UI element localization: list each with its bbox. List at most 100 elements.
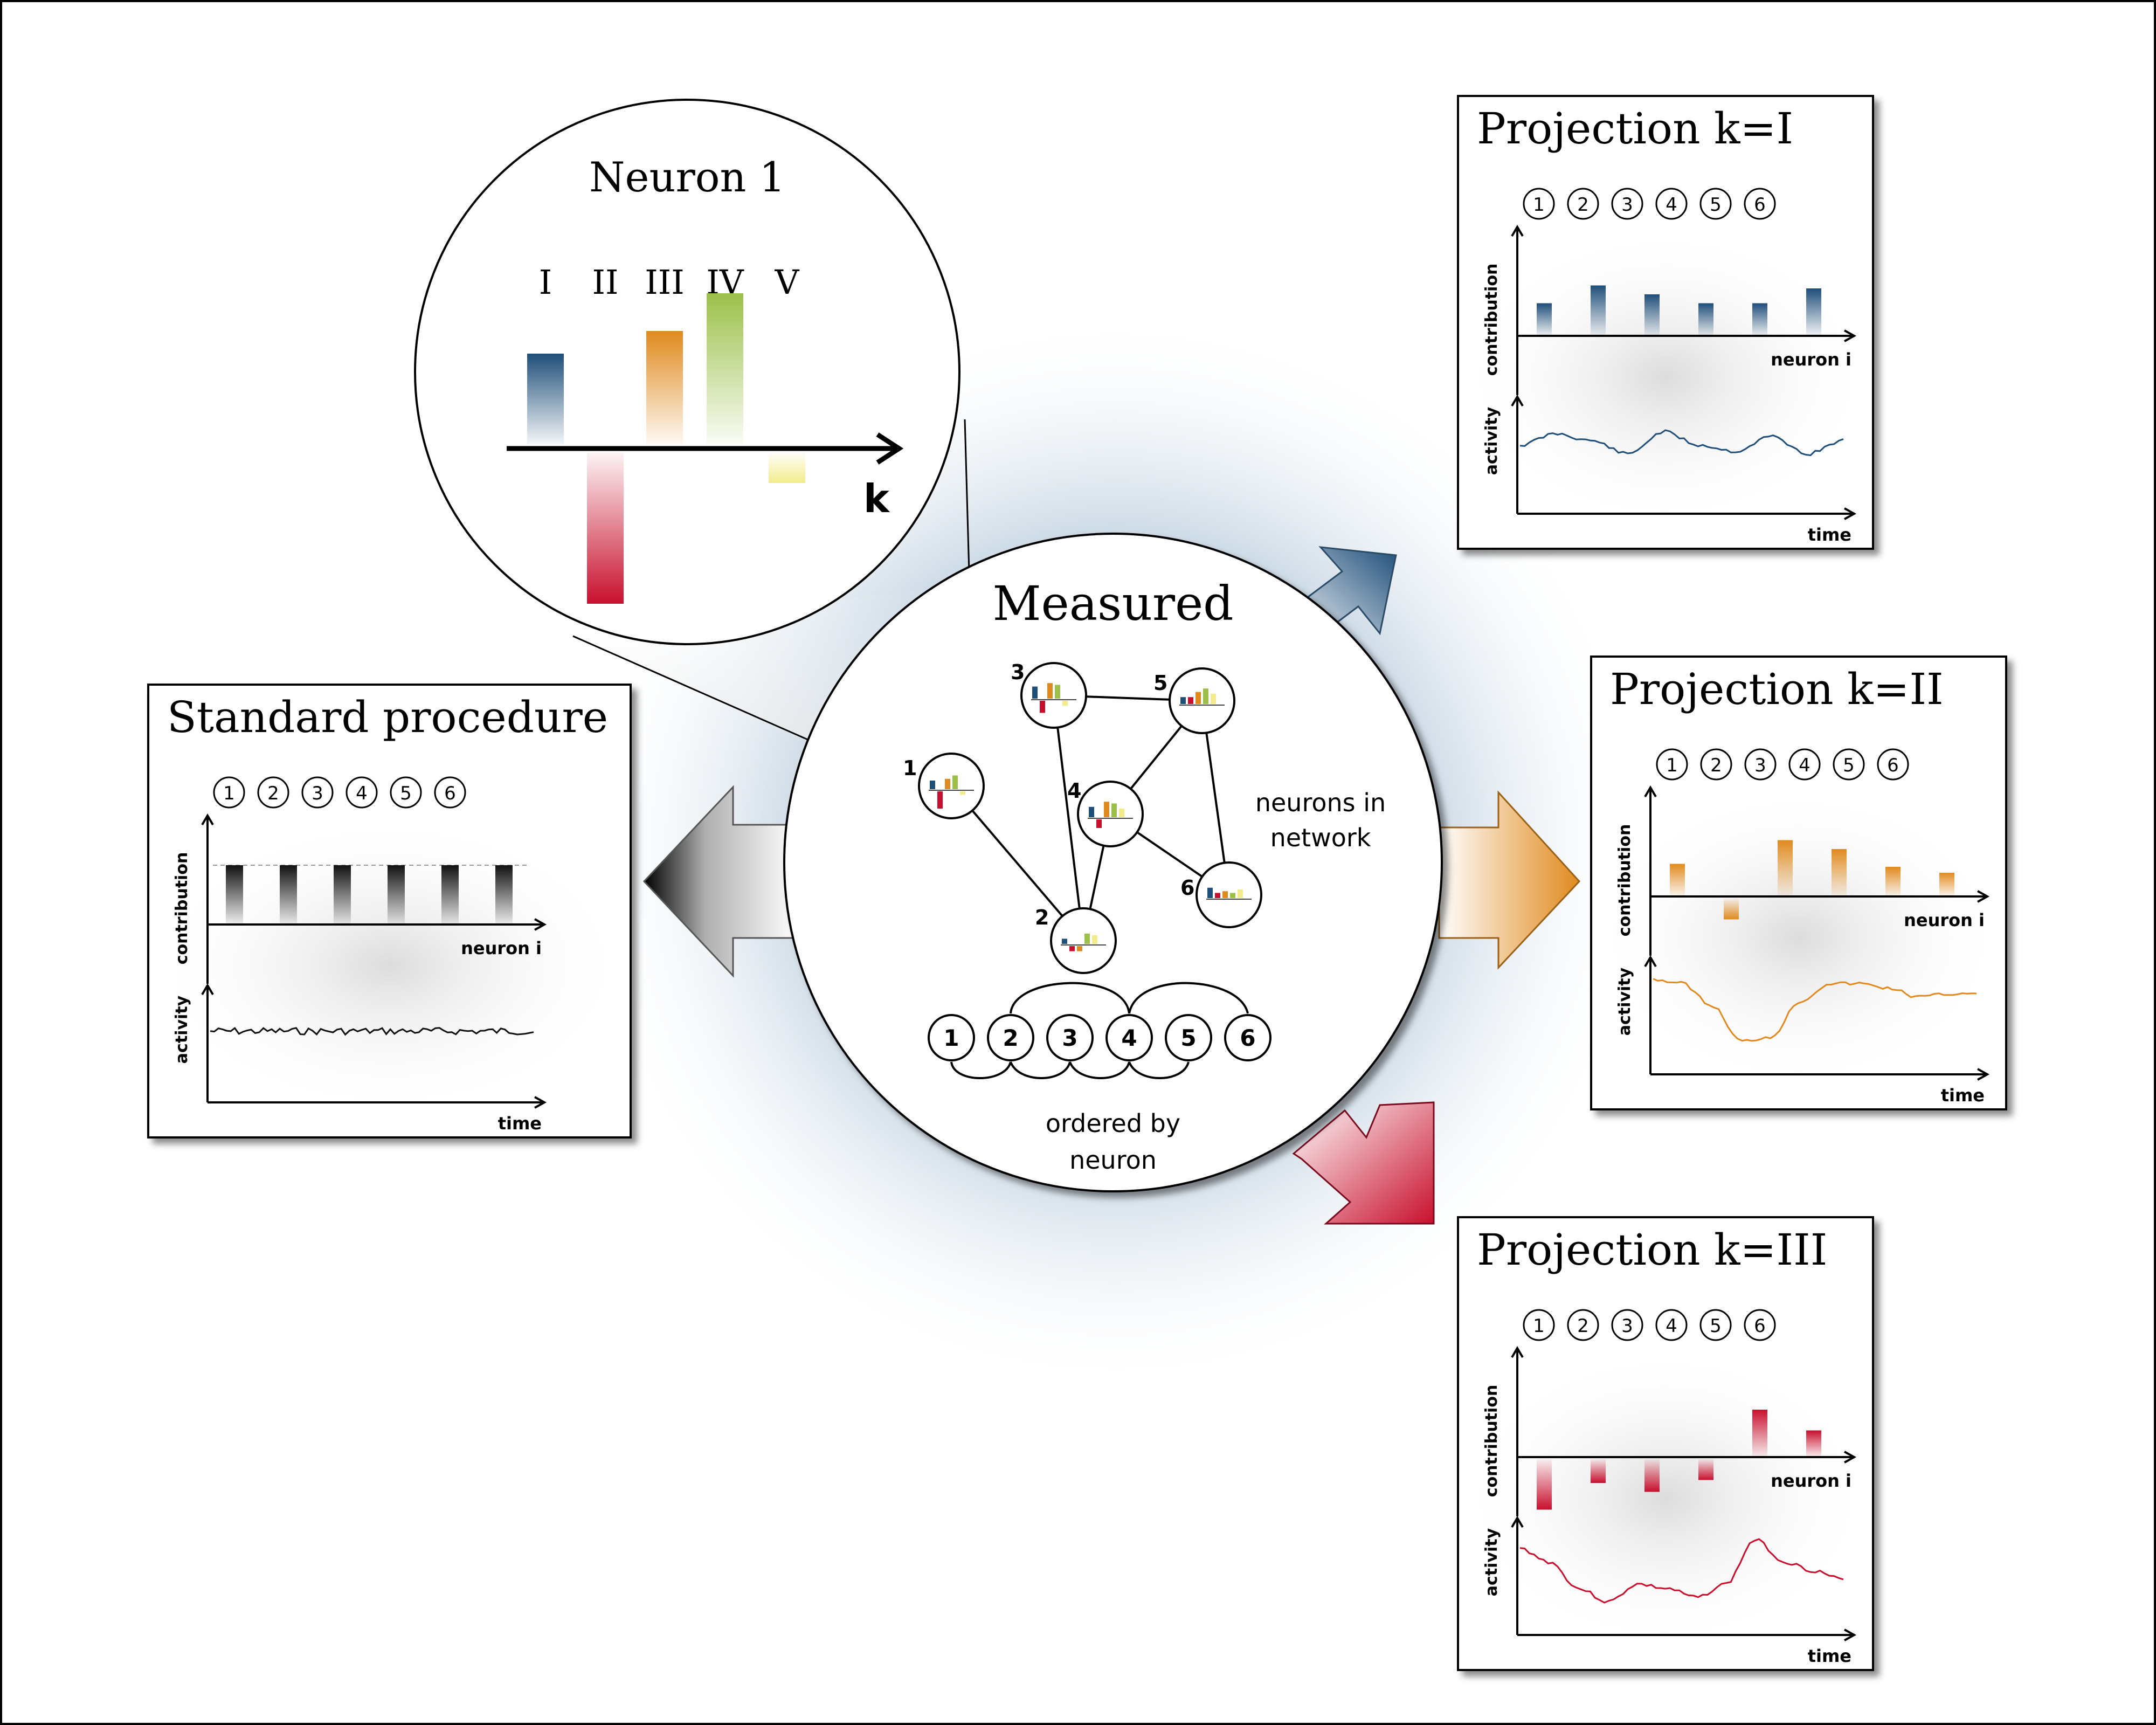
zoom-axis-arrowhead <box>876 432 904 465</box>
neuron-badge-number: 6 <box>444 783 456 804</box>
mini-bar <box>1089 806 1094 817</box>
ordered-neuron-number: 1 <box>943 1025 959 1051</box>
axis-arrowhead <box>1844 507 1857 520</box>
mini-bar <box>960 791 965 795</box>
mini-bar <box>1062 701 1068 706</box>
neuron-badge-number: 5 <box>400 783 412 804</box>
neuron-badge-number: 2 <box>1577 194 1589 216</box>
mini-bar <box>1180 697 1186 704</box>
time-axis-label: time <box>1808 525 1851 545</box>
measured-title: Measured <box>993 576 1234 631</box>
panel-glow <box>1612 801 1986 1073</box>
network-edge <box>1053 695 1084 941</box>
panel-title: Projection k=III <box>1477 1225 1827 1275</box>
mini-bar <box>1062 939 1067 944</box>
arrow-to-projection-k2 <box>1438 790 1581 970</box>
neuron-badge <box>1655 1309 1688 1341</box>
network-node-number: 6 <box>1180 876 1194 900</box>
network-node-circle <box>1169 667 1235 734</box>
network-node-circle <box>1020 662 1087 729</box>
mini-bar <box>1211 693 1216 704</box>
ordered-neuron-circle <box>987 1014 1034 1061</box>
mini-bar <box>937 791 943 809</box>
contribution-bar <box>1724 899 1739 920</box>
network-node-4: 4 <box>1067 779 1144 847</box>
neuron-badge <box>1655 188 1688 220</box>
mini-bar <box>1069 946 1075 951</box>
contribution-bar <box>1698 1459 1713 1480</box>
axis-arrowhead <box>1644 955 1657 968</box>
panel-glow <box>1478 1362 1853 1634</box>
contribution-bar <box>280 865 297 924</box>
zoom-bar-k5 <box>769 453 805 483</box>
contribution-bar <box>1644 1459 1660 1492</box>
chain-link <box>950 1061 1012 1079</box>
ordered-neuron-circle <box>1165 1014 1212 1061</box>
network-node-number: 2 <box>1035 906 1049 929</box>
mini-bar <box>1111 803 1117 817</box>
neuron-badge-number: 1 <box>1533 1315 1545 1337</box>
axis-arrowhead <box>1977 890 1990 903</box>
neuron-badge <box>301 776 334 809</box>
zoom-k-label-1: I <box>539 263 552 302</box>
axis-arrowhead <box>201 983 214 996</box>
mini-bar <box>1230 893 1235 898</box>
ordered-neuron-number: 4 <box>1121 1025 1137 1051</box>
neuron-axis-label: neuron i <box>1904 910 1985 930</box>
mini-bar <box>930 781 935 789</box>
neuron-badge-number: 1 <box>1533 194 1545 216</box>
neuron-badge <box>1744 1309 1776 1341</box>
arrow-to-projection-k3 <box>1292 1101 1435 1225</box>
neuron-badge <box>1523 1309 1555 1341</box>
network-node-number: 1 <box>903 756 917 780</box>
activity-trace <box>1653 978 1977 1042</box>
neuron-axis-label: neuron i <box>1771 349 1851 370</box>
network-node-circle <box>1196 861 1262 928</box>
axis-arrowhead <box>1977 1068 1990 1081</box>
measured-circle <box>783 533 1443 1192</box>
neuron-badge-number: 5 <box>1843 755 1855 776</box>
contribution-bar <box>1698 303 1713 336</box>
zoom-bar-k2 <box>587 453 624 604</box>
panel-title: Standard procedure <box>167 692 608 742</box>
ordered-neuron-circle <box>1105 1014 1153 1061</box>
mini-bar <box>1104 802 1109 817</box>
zoom-k-label-3: III <box>645 263 684 302</box>
chain-link <box>1069 1061 1130 1079</box>
contribution-label: contribution <box>172 852 191 965</box>
mini-bar <box>1047 683 1053 699</box>
contribution-bar <box>441 865 459 924</box>
network-node-circle <box>1077 781 1144 847</box>
axis-arrowhead <box>534 1096 547 1109</box>
network-node-number: 3 <box>1011 660 1025 684</box>
panel-title: Projection k=II <box>1610 664 1944 714</box>
contribution-bar <box>1670 864 1685 896</box>
contribution-bar <box>1752 1410 1767 1457</box>
mini-bar <box>1215 893 1220 898</box>
mini-bar <box>1203 688 1208 704</box>
mini-bar <box>945 778 950 789</box>
time-axis-label: time <box>498 1113 542 1134</box>
mini-bar <box>1077 946 1082 951</box>
neuron-badge <box>1700 748 1732 781</box>
axis-arrowhead <box>1511 395 1524 407</box>
network-label-line2: network <box>1270 823 1371 852</box>
neuron-badge <box>1744 748 1777 781</box>
mini-bar <box>1092 935 1097 944</box>
neuron-badge-number: 4 <box>1666 1315 1677 1337</box>
neuron-badge-number: 2 <box>1577 1315 1589 1337</box>
zoom-k-label-5: V <box>775 263 800 302</box>
neuron-badge-number: 2 <box>1710 755 1722 776</box>
mini-bar <box>1119 809 1124 817</box>
mini-bar <box>1188 697 1193 704</box>
axis-arrowhead <box>1511 1346 1524 1358</box>
zoom-axis-label: k <box>863 476 890 521</box>
neuron-badge-number: 4 <box>1666 194 1677 216</box>
zoom-bar-k1 <box>527 354 564 444</box>
panel-glow <box>1478 240 1853 513</box>
neuron-badge <box>390 776 422 809</box>
neuron-badge-number: 3 <box>1621 194 1633 216</box>
neuron-badge <box>1567 1309 1599 1341</box>
chain-link <box>1010 1061 1071 1079</box>
